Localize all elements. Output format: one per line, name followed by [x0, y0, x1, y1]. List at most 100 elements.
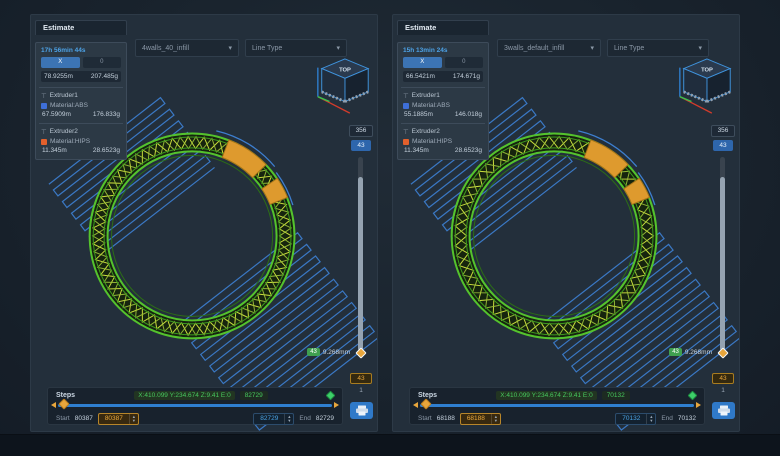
steps-panel: Steps X:410.099 Y:234.674 Z:9.41 E:0 701…: [409, 387, 705, 425]
steps-slider-track[interactable]: [420, 404, 694, 407]
printer-button[interactable]: [712, 402, 735, 419]
divider: [401, 87, 485, 88]
toolpath-preview-canvas[interactable]: [393, 15, 739, 431]
layer-number-badge: 43: [669, 348, 682, 356]
estimate-panel: 15h 13min 24s X 0 66.5421m 174.671g ⊤ Ex…: [397, 42, 489, 160]
step-up-icon[interactable]: ▲: [131, 413, 136, 419]
extruder2-weight: 28.6523g: [92, 147, 120, 154]
start-label: Start: [56, 415, 70, 422]
layer-height-label: 9.268mm: [684, 348, 712, 356]
toolpath-preview-canvas[interactable]: [31, 15, 377, 431]
file-select[interactable]: 4walls_40_infill ▾: [135, 39, 239, 57]
start-handle-icon[interactable]: [58, 398, 70, 410]
estimate-toggle-right[interactable]: 0: [82, 57, 121, 68]
printer-icon: [355, 405, 368, 416]
extruder1-length: 67.5909m: [42, 111, 71, 118]
layer-current-badge: 43: [351, 140, 371, 151]
step-up-icon[interactable]: ▲: [287, 413, 292, 419]
step-down-icon[interactable]: ▼: [131, 417, 136, 423]
view-cube-top-label[interactable]: TOP: [339, 68, 351, 74]
material-abs-swatch: [41, 102, 47, 109]
view-cube[interactable]: TOP: [313, 55, 375, 119]
slider-left-arrow-icon[interactable]: [51, 402, 56, 408]
print-preview-panel: Estimate 15h 13min 24s X 0 66.5421m 174.…: [392, 14, 740, 432]
start-step-input[interactable]: 80387 ▲ ▼: [97, 412, 139, 425]
layer-slider-thumb[interactable]: [358, 177, 363, 351]
end-step-input[interactable]: 82729 ▲ ▼: [253, 412, 295, 425]
step-down-icon[interactable]: ▼: [493, 417, 498, 423]
print-time-estimate: 15h 13min 24s: [403, 47, 448, 54]
start-value: 68188: [436, 415, 455, 422]
material-hips-swatch: [403, 138, 409, 145]
printer-button[interactable]: [350, 402, 373, 419]
end-handle-icon[interactable]: [687, 390, 698, 401]
extruder2-block: ⊤ Extruder2 Material:HIPS 11.345m 28.652…: [403, 128, 483, 154]
extruder1-block: ⊤ Extruder1 Material:ABS 67.5909m 176.83…: [41, 92, 121, 118]
start-label: Start: [418, 415, 432, 422]
extruder2-material: Material:HIPS: [50, 138, 91, 145]
total-length: 66.5421m: [406, 73, 435, 80]
estimate-header: Estimate: [35, 20, 127, 35]
end-value: 82729: [315, 415, 334, 422]
chevron-down-icon: ▾: [698, 45, 702, 52]
layer-slider-thumb[interactable]: [720, 177, 725, 351]
divider: [39, 87, 123, 88]
steps-slider[interactable]: [48, 398, 342, 411]
material-hips-swatch: [41, 138, 47, 145]
step-down-icon[interactable]: ▼: [287, 417, 292, 423]
extruder1-name: Extruder1: [49, 92, 78, 99]
extruder1-name: Extruder1: [411, 92, 440, 99]
chevron-down-icon: ▾: [336, 45, 340, 52]
extruder2-length: 11.345m: [42, 147, 67, 154]
steps-slider-track[interactable]: [58, 404, 332, 407]
layer-height-note: 43 9.268mm: [307, 348, 350, 356]
estimate-toggle-right[interactable]: 0: [444, 57, 483, 68]
file-select[interactable]: 3walls_default_infill ▾: [497, 39, 601, 57]
line-type-select[interactable]: Line Type ▾: [607, 39, 709, 57]
layer-slider-track[interactable]: [720, 157, 725, 357]
bottom-strip: [0, 434, 780, 456]
layer-max-box: 356: [711, 125, 735, 137]
estimate-toggle-left[interactable]: X: [403, 57, 442, 68]
total-weight: 174.671g: [452, 73, 480, 80]
stepper-arrows[interactable]: ▲ ▼: [646, 413, 655, 424]
extruder1-weight: 176.833g: [92, 111, 120, 118]
line-type-select[interactable]: Line Type ▾: [245, 39, 347, 57]
step-up-icon[interactable]: ▲: [493, 413, 498, 419]
slider-right-arrow-icon[interactable]: [696, 402, 701, 408]
start-handle-icon[interactable]: [420, 398, 432, 410]
stepper-arrows[interactable]: ▲ ▼: [490, 413, 500, 424]
layer-height-label: 9.268mm: [322, 348, 350, 356]
gcode-coordinates: X:410.099 Y:234.674 Z:9.41 E:0: [496, 391, 597, 400]
steps-slider[interactable]: [410, 398, 704, 411]
start-step-input[interactable]: 68188 ▲ ▼: [459, 412, 501, 425]
extruder1-material: Material:ABS: [412, 102, 450, 109]
end-label: End: [299, 415, 311, 422]
stepper-arrows[interactable]: ▲ ▼: [284, 413, 293, 424]
step-up-icon[interactable]: ▲: [649, 413, 654, 419]
view-cube-top-label[interactable]: TOP: [701, 68, 713, 74]
layer-height-note: 43 9.268mm: [669, 348, 712, 356]
chevron-down-icon: ▾: [228, 45, 232, 52]
material-abs-swatch: [403, 102, 409, 109]
layer-number-badge: 43: [307, 348, 320, 356]
extruder2-name: Extruder2: [411, 128, 440, 135]
estimate-toggle-left[interactable]: X: [41, 57, 80, 68]
end-value: 70132: [677, 415, 696, 422]
extruder1-material: Material:ABS: [50, 102, 88, 109]
printer-icon: [717, 405, 730, 416]
end-handle-icon[interactable]: [325, 390, 336, 401]
step-down-icon[interactable]: ▼: [649, 417, 654, 423]
stepper-arrows[interactable]: ▲ ▼: [128, 413, 138, 424]
end-step-input[interactable]: 70132 ▲ ▼: [615, 412, 657, 425]
extruder2-weight: 28.6523g: [454, 147, 482, 154]
extruder1-length: 55.1885m: [404, 111, 433, 118]
layer-slider-track[interactable]: [358, 157, 363, 357]
gcode-position-readout: X:410.099 Y:234.674 Z:9.41 E:0 82729: [134, 391, 268, 400]
slider-left-arrow-icon[interactable]: [413, 402, 418, 408]
extruder1-block: ⊤ Extruder1 Material:ABS 55.1885m 146.01…: [403, 92, 483, 118]
layer-bottom-badge: 43: [350, 373, 372, 384]
extruder-icon: ⊤: [403, 93, 409, 100]
slider-right-arrow-icon[interactable]: [334, 402, 339, 408]
view-cube[interactable]: TOP: [675, 55, 737, 119]
